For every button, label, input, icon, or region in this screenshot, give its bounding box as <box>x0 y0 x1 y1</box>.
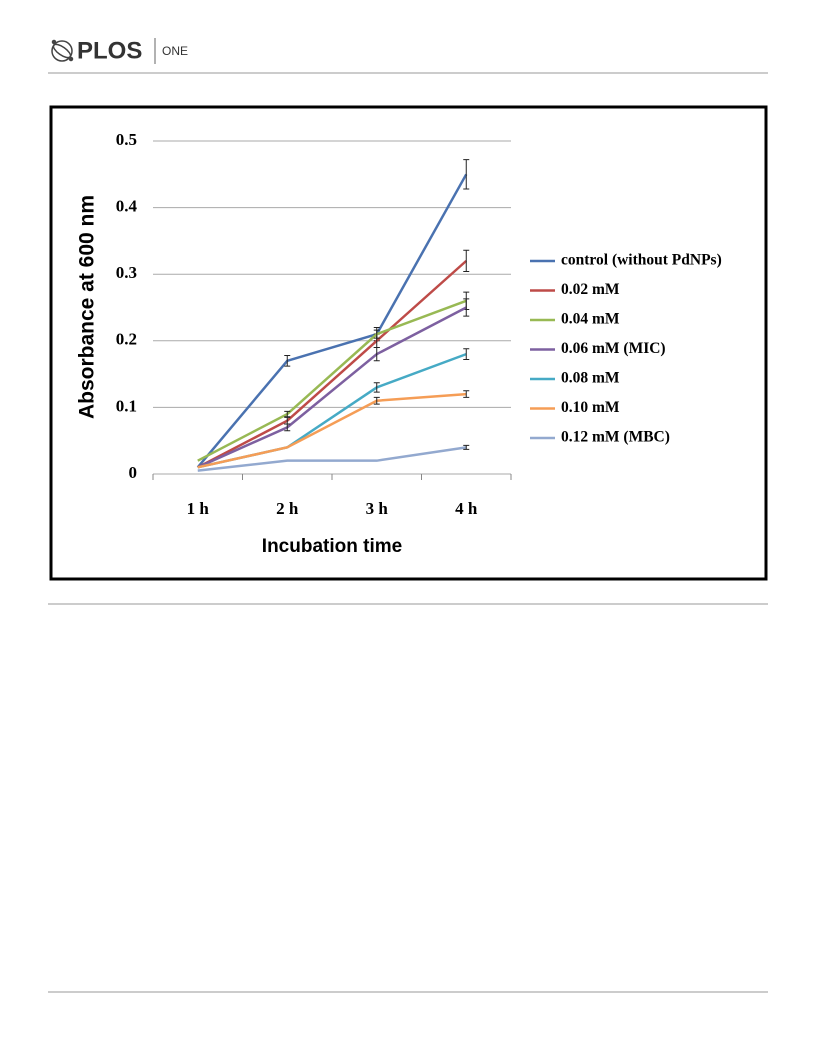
x-tick-label: 1 h <box>187 499 210 518</box>
series-line <box>197 306 467 469</box>
series-line <box>197 259 468 469</box>
brand: PLOS <box>77 37 142 64</box>
error-bar <box>463 298 470 317</box>
y-tick-label: 0.2 <box>116 330 137 349</box>
figure-frame <box>49 105 768 581</box>
y-tick-label: 0.3 <box>116 263 137 282</box>
legend-label: 0.08 mM <box>561 370 620 387</box>
y-tick-label: 0 <box>129 463 138 482</box>
error-bar <box>284 354 291 367</box>
error-bar <box>284 423 291 432</box>
y-tick-label: 0.5 <box>116 130 137 149</box>
x-tick-label: 4 h <box>455 499 478 518</box>
error-bar <box>373 329 380 339</box>
legend-label: 0.06 mM (MIC) <box>561 340 666 357</box>
y-axis-label: Absorbance at 600 nm <box>76 195 99 419</box>
journal: ONE <box>162 44 188 58</box>
legend-label: 0.02 mM <box>561 281 620 298</box>
error-bar <box>463 444 470 450</box>
series-line <box>197 299 467 462</box>
legend-label: 0.10 mM <box>561 399 620 416</box>
x-tick-label: 3 h <box>366 499 389 518</box>
series-line <box>196 173 468 469</box>
error-bar <box>463 390 470 398</box>
series-line <box>197 446 467 472</box>
error-bar <box>463 159 470 190</box>
series-line <box>197 392 467 469</box>
legend-label: 0.12 mM (MBC) <box>561 429 670 446</box>
legend-label: control (without PdNPs) <box>561 252 722 269</box>
x-axis-label: Incubation time <box>262 536 402 557</box>
plot: 0 0.1 0.2 0.3 0.4 0.5 1 h 2 h 3 h 4 h control (wit… <box>116 130 722 518</box>
error-bar <box>463 249 470 273</box>
error-bar <box>284 410 291 418</box>
y-tick-label: 0.4 <box>116 197 138 216</box>
y-tick-label: 0.1 <box>116 396 137 415</box>
error-bar <box>373 346 380 362</box>
error-bar <box>373 396 380 405</box>
error-bar <box>463 348 470 360</box>
x-tick-label: 2 h <box>276 499 299 518</box>
legend-label: 0.04 mM <box>561 311 620 328</box>
error-bar <box>373 382 380 393</box>
logo-icon <box>51 39 74 62</box>
